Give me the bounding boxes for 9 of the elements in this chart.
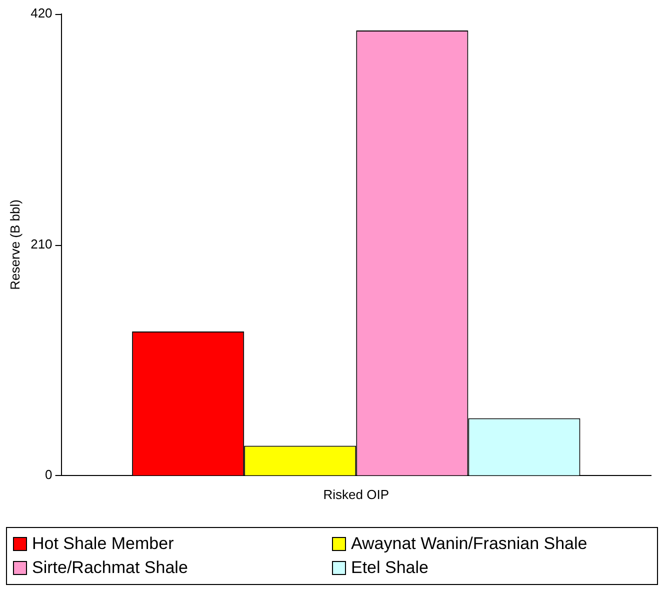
y-tick-label: 210 [30, 236, 52, 252]
legend-label: Hot Shale Member [32, 534, 174, 554]
y-axis-title: Reserve (B bbl) [7, 200, 22, 290]
legend-label: Awaynat Wanin/Frasnian Shale [351, 534, 588, 554]
legend-label: Etel Shale [351, 558, 428, 578]
y-tick-label: 420 [30, 6, 52, 21]
y-tick-label: 0 [45, 466, 52, 482]
x-tick-label: Risked OIP [323, 486, 390, 502]
legend-label: Sirte/Rachmat Shale [32, 558, 188, 578]
